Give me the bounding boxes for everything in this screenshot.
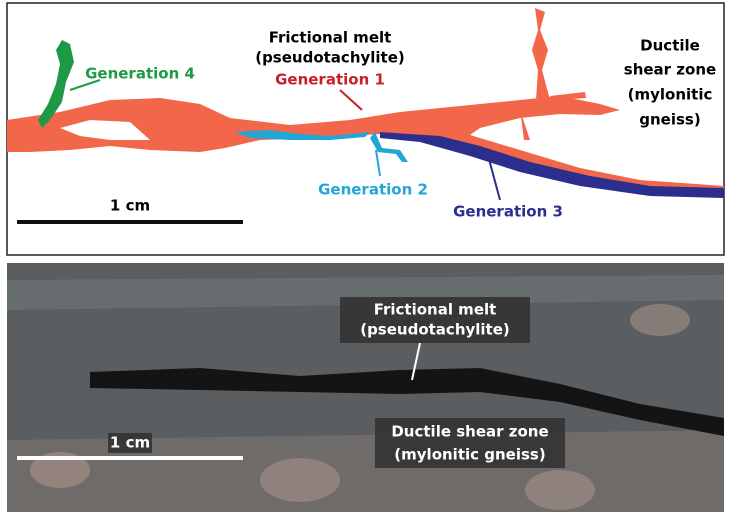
melt-band — [90, 368, 724, 436]
generation-2-vein — [235, 130, 408, 162]
photo-grain — [30, 452, 90, 488]
pointer — [411, 342, 421, 381]
shear-zone-label: shear zone — [624, 61, 716, 79]
shear-zone-label: (mylonitic gneiss) — [394, 446, 545, 464]
generation-4-vein — [38, 40, 74, 128]
label-box — [108, 433, 152, 453]
scale-label: 1 cm — [110, 197, 150, 215]
shear-zone-label: Ductile — [640, 37, 700, 55]
generation-label: Generation 3 — [453, 203, 563, 221]
photo-grain — [525, 470, 595, 510]
photo-grain — [260, 458, 340, 502]
vein-gap — [60, 120, 150, 140]
melt-label: Frictional melt — [269, 29, 392, 47]
scale-label: 1 cm — [110, 434, 150, 452]
melt-label: Frictional melt — [374, 301, 497, 319]
shear-zone-label: Ductile shear zone — [391, 423, 548, 441]
pointer — [339, 89, 363, 111]
label-box — [375, 418, 565, 468]
photo-grain — [630, 304, 690, 336]
generation-3-vein — [380, 132, 724, 198]
shear-zone-label: (mylonitic — [628, 86, 713, 104]
melt-label: (pseudotachylite) — [255, 49, 405, 67]
generation-label: Generation 2 — [318, 181, 428, 199]
melt-label: (pseudotachylite) — [360, 321, 510, 339]
generation-label: Generation 4 — [85, 65, 195, 83]
shear-zone-label: gneiss) — [639, 111, 700, 129]
generation-1-crack — [520, 8, 586, 140]
generation-label: Generation 1 — [275, 71, 385, 89]
pointer — [485, 147, 501, 201]
photo-texture — [7, 275, 724, 310]
label-box — [340, 297, 530, 343]
pointer — [375, 149, 381, 177]
pointer — [69, 79, 101, 91]
